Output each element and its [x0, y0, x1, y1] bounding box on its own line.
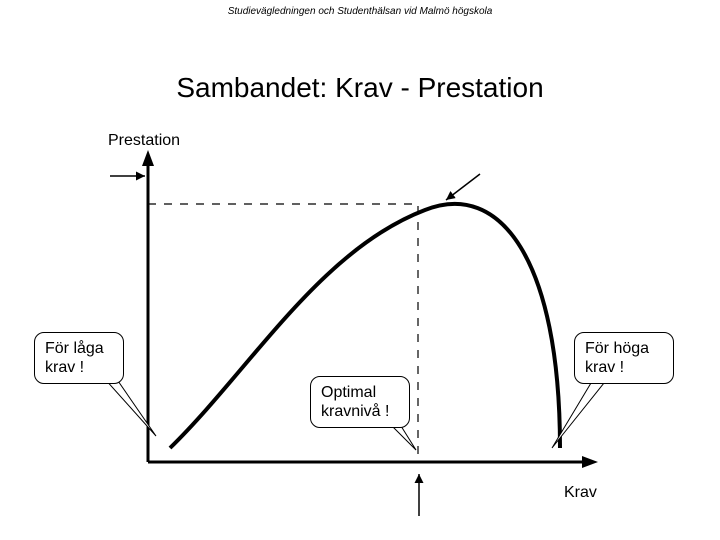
diagram-svg [0, 0, 720, 540]
x-axis-arrow [582, 456, 598, 468]
y-axis-arrow [142, 150, 154, 166]
callout-high-demand: För högakrav ! [574, 332, 674, 384]
callout-low-demand: För lågakrav ! [34, 332, 124, 384]
callout-optimal-demand: Optimalkravnivå ! [310, 376, 410, 428]
callout-low-text: För lågakrav ! [45, 340, 104, 376]
callout-high-text: För högakrav ! [585, 340, 649, 376]
slide: Studievägledningen och Studenthälsan vid… [0, 0, 720, 540]
callout-optimal-text: Optimalkravnivå ! [321, 384, 389, 420]
top-pointer-arrow [446, 174, 480, 200]
